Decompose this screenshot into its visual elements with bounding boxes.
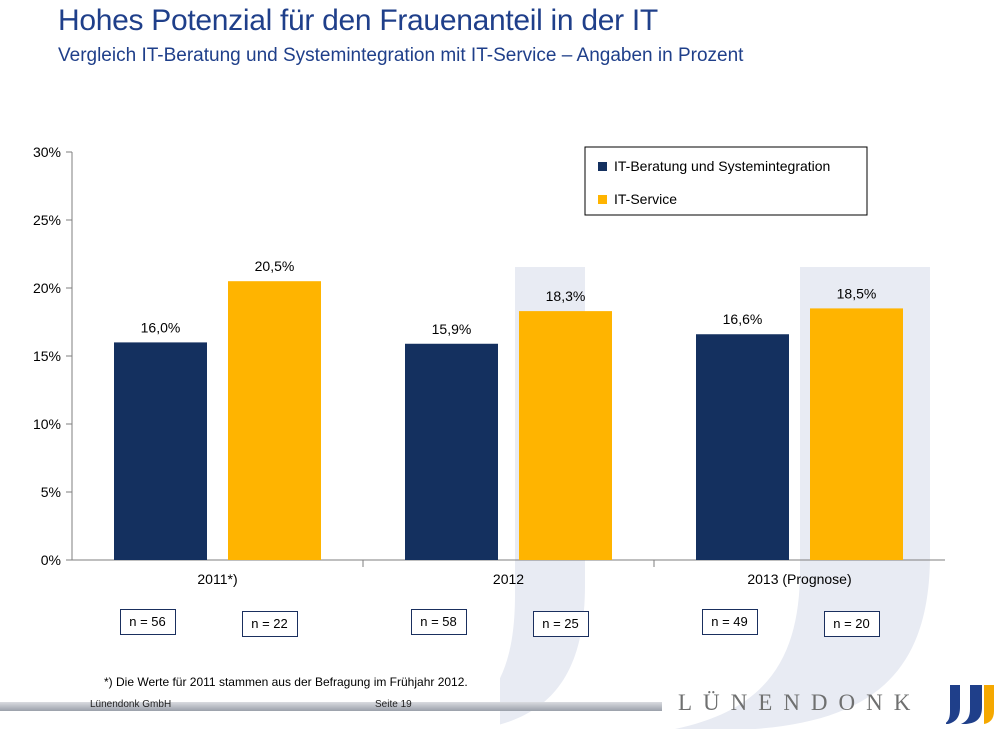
sample-size-box: n = 22 bbox=[241, 611, 298, 637]
bar bbox=[405, 343, 498, 560]
legend-swatch bbox=[598, 195, 607, 204]
logo-mark-icon bbox=[946, 685, 994, 724]
x-tick-label: 2013 (Prognose) bbox=[747, 571, 851, 587]
y-tick-label: 25% bbox=[33, 212, 61, 228]
sample-size-box: n = 56 bbox=[119, 609, 176, 635]
data-label: 16,6% bbox=[723, 311, 763, 327]
page-title: Hohes Potenzial für den Frauenanteil in … bbox=[58, 4, 658, 37]
legend-label: IT-Beratung und Systemintegration bbox=[614, 158, 830, 174]
sample-size-box: n = 49 bbox=[701, 609, 758, 635]
x-tick-label: 2011*) bbox=[197, 571, 237, 587]
footer-band bbox=[0, 702, 662, 711]
y-tick-label: 30% bbox=[33, 144, 61, 160]
legend-swatch bbox=[598, 162, 607, 171]
y-tick-label: 0% bbox=[41, 552, 61, 568]
y-tick-label: 5% bbox=[41, 484, 61, 500]
footnote: *) Die Werte für 2011 stammen aus der Be… bbox=[104, 675, 468, 689]
legend-box bbox=[584, 146, 868, 216]
x-tick-label: 2012 bbox=[493, 571, 524, 587]
bar bbox=[519, 311, 612, 560]
bar bbox=[810, 308, 903, 560]
logo-wordmark: LÜNENDONK bbox=[678, 690, 922, 715]
y-tick-label: 15% bbox=[33, 348, 61, 364]
bar bbox=[228, 281, 321, 560]
footer-page-number: Seite 19 bbox=[375, 699, 412, 710]
y-tick-label: 10% bbox=[33, 416, 61, 432]
legend-label: IT-Service bbox=[614, 191, 677, 207]
data-label: 18,5% bbox=[837, 285, 877, 301]
footer-company: Lünendonk GmbH bbox=[90, 699, 172, 710]
page-subtitle: Vergleich IT-Beratung und Systemintegrat… bbox=[58, 45, 744, 66]
sample-size-box: n = 20 bbox=[823, 611, 880, 637]
data-label: 18,3% bbox=[546, 288, 586, 304]
sample-size-box: n = 25 bbox=[532, 611, 589, 637]
y-tick-label: 20% bbox=[33, 280, 61, 296]
data-label: 15,9% bbox=[432, 321, 472, 337]
data-label: 16,0% bbox=[141, 319, 181, 335]
bar bbox=[114, 342, 207, 560]
data-label: 20,5% bbox=[255, 258, 295, 274]
bar bbox=[696, 334, 789, 560]
sample-size-box: n = 58 bbox=[410, 609, 467, 635]
